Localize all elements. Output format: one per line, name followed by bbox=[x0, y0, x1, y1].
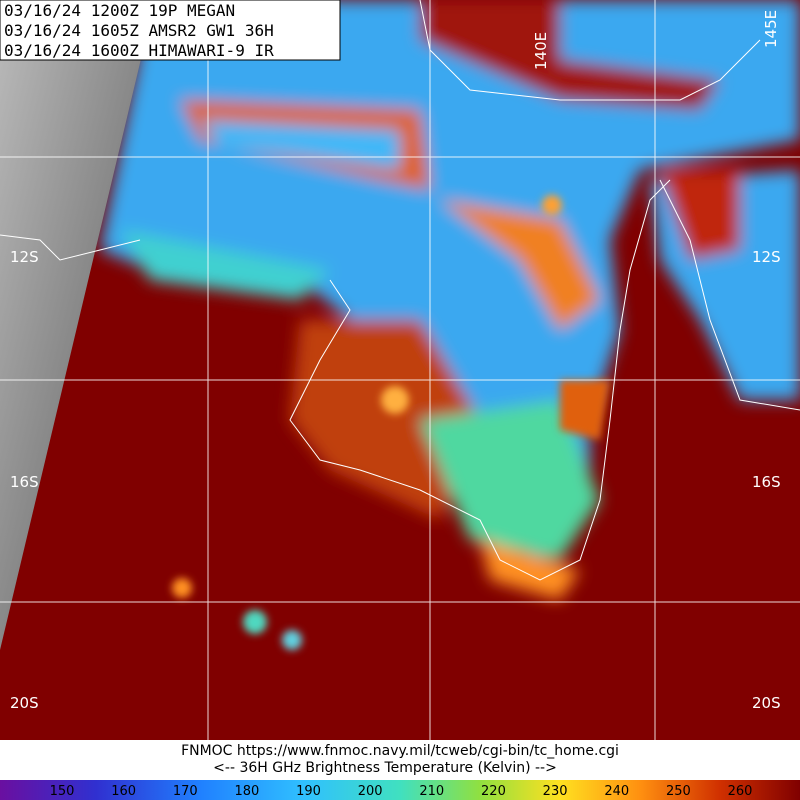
colorbar-tick-label: 220 bbox=[481, 784, 506, 799]
lat-label: 12S bbox=[752, 248, 781, 266]
lon-label: 145E bbox=[762, 10, 780, 48]
colorbar-tick-label: 170 bbox=[173, 784, 198, 799]
lat-label: 16S bbox=[10, 473, 39, 491]
lat-label: 20S bbox=[752, 694, 781, 712]
colorbar-tick-label: 240 bbox=[604, 784, 629, 799]
lon-label: 140E bbox=[532, 32, 550, 70]
colorbar-tick-label: 250 bbox=[666, 784, 691, 799]
colorbar-tick-label: 260 bbox=[728, 784, 753, 799]
colorbar bbox=[0, 780, 800, 800]
header-line: 03/16/24 1600Z HIMAWARI-9 IR bbox=[4, 41, 274, 60]
header-box bbox=[0, 0, 341, 61]
lat-label: 12S bbox=[10, 248, 39, 266]
colorbar-tick-label: 230 bbox=[543, 784, 568, 799]
colorbar-tick-label: 150 bbox=[50, 784, 75, 799]
colorbar-tick-label: 210 bbox=[419, 784, 444, 799]
field bbox=[100, 0, 800, 600]
bands bbox=[172, 195, 610, 650]
colorbar-tick-label: 200 bbox=[358, 784, 383, 799]
image: 12S 12S 16S 16S 20S 20S 140E 145E bbox=[0, 0, 800, 740]
colorbar-tick-label: 180 bbox=[234, 784, 259, 799]
colorbar-ticks: 150 160 170 180 190 200 210 220 230 240 250 260 bbox=[50, 784, 753, 799]
footer-caption: <-- 36H GHz Brightness Temperature (Kelv… bbox=[213, 760, 557, 776]
graticule bbox=[0, 0, 800, 740]
footer-source: FNMOC https://www.fnmoc.navy.mil/tcweb/c… bbox=[181, 743, 619, 759]
colorbar-tick-label: 160 bbox=[111, 784, 136, 799]
header-line: 03/16/24 1605Z AMSR2 GW1 36H bbox=[4, 21, 274, 40]
lat-label: 16S bbox=[752, 473, 781, 491]
header-line: 03/16/24 1200Z 19P MEGAN bbox=[4, 1, 235, 20]
ir-swath bbox=[0, 0, 155, 650]
colorbar-tick-label: 190 bbox=[296, 784, 321, 799]
lat-label: 20S bbox=[10, 694, 39, 712]
